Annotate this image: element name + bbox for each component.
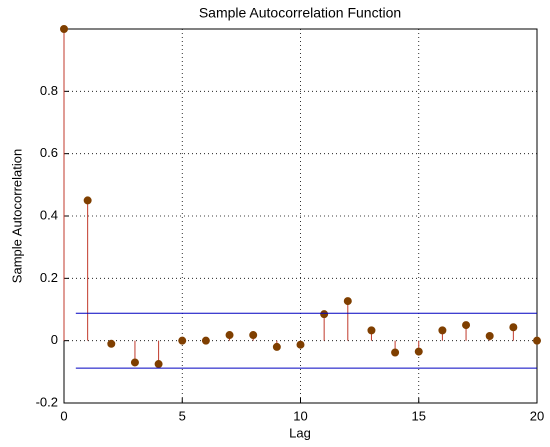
stem-marker (485, 331, 494, 340)
stem-marker (225, 331, 234, 340)
stem-marker (462, 321, 471, 330)
x-tick-label: 0 (60, 408, 67, 423)
stem-marker (438, 326, 447, 335)
stem-marker (154, 360, 163, 369)
stem-marker (320, 310, 329, 319)
x-tick-label: 15 (412, 408, 426, 423)
y-tick-label: 0.8 (40, 83, 58, 98)
stem-marker (391, 348, 400, 357)
y-axis-label: Sample Autocorrelation (9, 149, 24, 283)
y-tick-label: 0.2 (40, 270, 58, 285)
y-tick-label: 0.4 (40, 207, 58, 222)
stem-marker (107, 339, 116, 348)
stem-marker (178, 336, 187, 345)
stem-marker (60, 25, 68, 33)
stem-marker (272, 342, 281, 351)
stem-marker (414, 347, 423, 356)
y-tick-label: 0 (51, 332, 58, 347)
x-tick-label: 5 (179, 408, 186, 423)
chart-title: Sample Autocorrelation Function (199, 5, 401, 21)
y-tick-label: -0.2 (36, 394, 58, 409)
stem-marker (296, 340, 305, 349)
x-tick-label: 20 (530, 408, 544, 423)
y-tick-label: 0.6 (40, 145, 58, 160)
stem-marker (367, 326, 376, 335)
stem-marker (509, 323, 518, 332)
stem-marker (533, 336, 541, 345)
stem-marker (343, 297, 352, 306)
stem-marker (201, 336, 210, 345)
x-axis-label: Lag (289, 425, 311, 440)
stem-marker (249, 331, 258, 340)
x-tick-label: 10 (293, 408, 307, 423)
stem-marker (83, 196, 92, 205)
stem-marker (130, 358, 139, 367)
